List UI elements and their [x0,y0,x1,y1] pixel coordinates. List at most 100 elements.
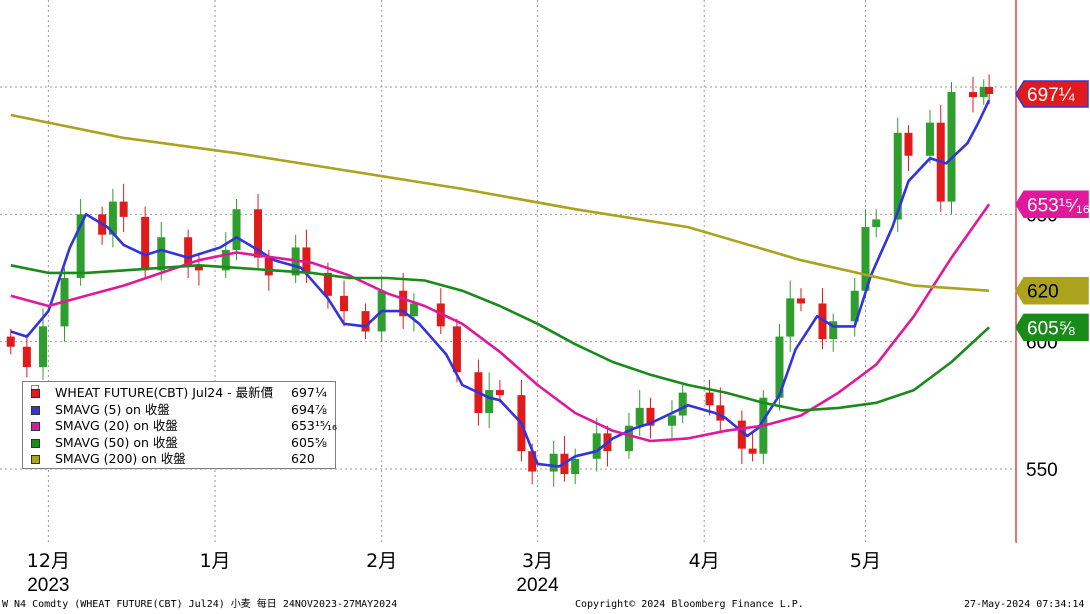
candle-body [775,336,784,398]
footer-timestamp-text: 27-May-2024 07:34:14 [964,599,1085,610]
legend-name: SMAVG (200) on 收盤 [55,451,186,466]
candle-body [829,321,838,340]
candle-body [184,237,193,266]
candle-body [646,407,655,426]
x-tick-label: 12月 [27,550,70,572]
legend-name: SMAVG (5) on 收盤 [55,401,170,417]
candle-body [635,407,644,426]
legend-value: 653¹⁵⁄₁₆ [291,418,337,433]
candle-body [786,298,795,337]
value-tag-label: 620 [1027,282,1059,303]
candle-body [108,201,117,235]
candle-body [872,219,881,228]
candle-body [302,247,311,273]
candle-body [818,303,827,340]
candle-body [254,209,263,258]
y-tick-label: 550 [1026,460,1058,481]
moving-average-lines [10,99,991,468]
x-tick-label: 1月 [199,550,230,572]
candle-body [76,214,85,278]
candle-body [340,295,349,312]
candle-body [904,132,913,156]
legend-swatch-smavg-50 [31,438,40,448]
value-tag-label: 605⅝ [1027,318,1075,339]
x-tick-label: 5月 [850,550,881,572]
candle-body [947,92,956,202]
legend-row-smavg-5: SMAVG (5) on 收盤 694⅞ [29,402,329,419]
candle-body [221,249,230,271]
value-tag [1015,276,1089,305]
value-tag [1015,80,1089,108]
candle-body [232,209,241,250]
candle-body [667,415,676,426]
legend-value: 694⅞ [291,401,327,417]
candle-body [22,346,31,368]
candle-body [119,201,128,217]
candle-body [528,451,537,472]
candle-body [571,458,580,475]
candle-body [6,336,15,347]
smavg-200-line [10,113,990,292]
x-year-label: 2023 [27,575,69,596]
value-tag-label: 697¼ [1027,85,1076,106]
candle-body [737,420,746,449]
smavg-50-line [10,264,990,412]
chart-legend[interactable]: WHEAT FUTURE(CBT) Jul24 - 最新價 697¼ SMAVG… [22,381,337,469]
legend-row-price: WHEAT FUTURE(CBT) Jul24 - 最新價 697¼ [29,385,329,402]
value-tag-label: 653¹⁵⁄₁₆ [1027,195,1090,216]
candle-body [399,290,408,317]
candle-body [850,290,859,322]
value-tags: 697¼ 653¹⁵⁄₁₆ 620 605⅝ [1015,80,1090,342]
candle-body [893,132,902,220]
axes: 55060065070012月1月2月3月4月5月20232024 [26,0,1058,596]
smavg-5-line [10,99,991,468]
legend-swatch-smavg-200 [31,455,40,464]
candle-body [678,392,687,416]
legend-row-smavg-200: SMAVG (200) on 收盤 620 [29,451,329,468]
candle-body [796,298,805,304]
legend-name: SMAVG (50) on 收盤 [55,434,178,450]
candle-body [624,425,633,452]
footer-instrument-text: W N4 Comdty (WHEAT FUTURE(CBT) Jul24) 小麦… [2,599,398,610]
value-tag [1015,313,1089,342]
legend-swatch-smavg-5 [31,405,40,415]
legend-value: 620 [291,451,315,466]
candle-body [361,311,370,332]
candle-body [705,392,714,406]
candle-body [39,326,48,368]
x-tick-label: 2月 [366,550,397,572]
candle-body [157,237,166,271]
candle-body [452,326,461,373]
candle-body [323,272,332,296]
candle-body [409,303,418,317]
x-year-label: 2024 [516,575,559,596]
candle-body [925,122,934,156]
footer-copyright-text: Copyright© 2024 Bloomberg Finance L.P. [575,599,804,610]
candle-body [141,216,150,271]
legend-swatch-smavg-20 [31,422,40,431]
legend-value: 697¼ [291,385,327,400]
candle-body [264,257,273,276]
candle-body [194,265,203,271]
smavg-20-line [10,203,991,443]
candle-body [716,405,725,421]
candle-body [968,92,977,98]
legend-name: WHEAT FUTURE(CBT) Jul24 - 最新價 [55,385,274,400]
value-tag [1015,190,1089,219]
legend-value: 605⅝ [291,434,327,450]
x-tick-label: 4月 [689,550,720,572]
legend-row-smavg-50: SMAVG (50) on 收盤 605⅝ [29,435,329,452]
x-tick-label: 3月 [522,550,553,572]
legend-row-smavg-20: SMAVG (20) on 收盤 653¹⁵⁄₁₆ [29,418,337,435]
candle-body [485,390,494,413]
candle-body [748,448,757,454]
candle-body [861,227,870,291]
legend-swatch-price [31,389,40,398]
legend-name: SMAVG (20) on 收盤 [55,418,178,433]
candle-body [495,390,504,396]
candle-body [592,433,601,459]
candle-body [979,87,988,98]
candle-body [549,453,558,472]
candle-body [985,87,994,95]
